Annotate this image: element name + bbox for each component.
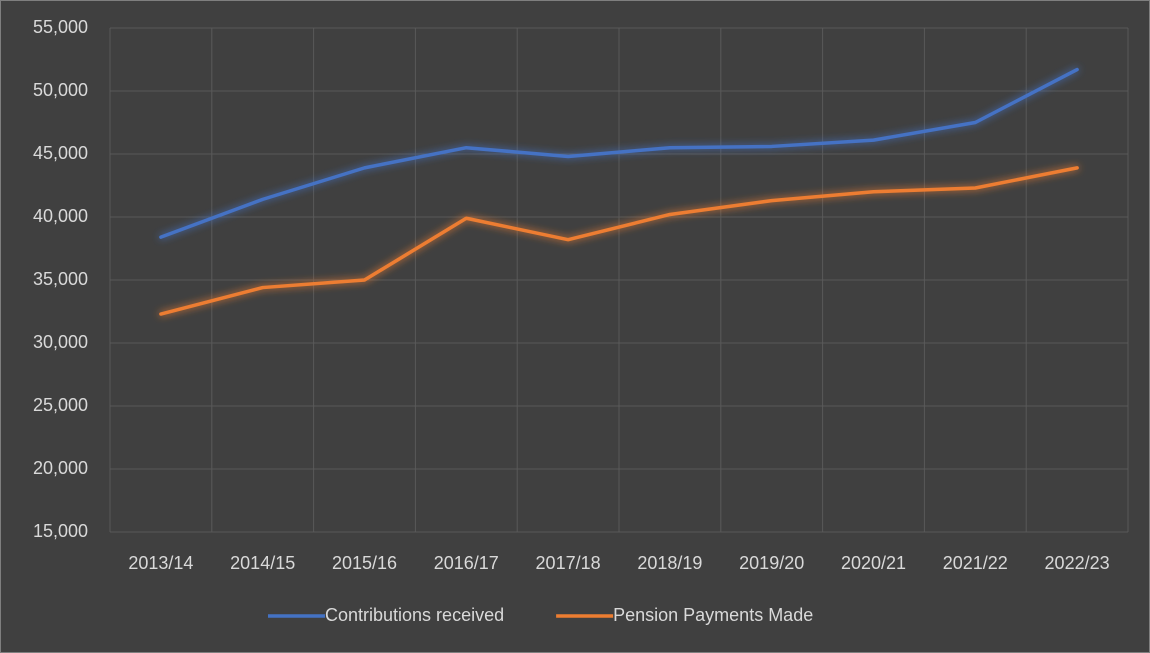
x-tick-label: 2016/17	[434, 553, 499, 573]
x-tick-label: 2014/15	[230, 553, 295, 573]
x-tick-label: 2018/19	[637, 553, 702, 573]
legend-label: Contributions received	[325, 605, 504, 625]
y-tick-label: 15,000	[33, 521, 88, 541]
x-tick-label: 2022/23	[1045, 553, 1110, 573]
legend-label: Pension Payments Made	[613, 605, 813, 625]
line-series	[159, 67, 1079, 239]
x-tick-label: 2017/18	[536, 553, 601, 573]
x-tick-label: 2015/16	[332, 553, 397, 573]
x-tick-label: 2021/22	[943, 553, 1008, 573]
x-tick-label: 2019/20	[739, 553, 804, 573]
x-tick-label: 2020/21	[841, 553, 906, 573]
y-tick-label: 45,000	[33, 143, 88, 163]
y-tick-label: 40,000	[33, 206, 88, 226]
y-tick-label: 50,000	[33, 80, 88, 100]
y-tick-label: 25,000	[33, 395, 88, 415]
line-series	[159, 166, 1079, 316]
y-tick-label: 55,000	[33, 17, 88, 37]
x-tick-label: 2013/14	[128, 553, 193, 573]
y-tick-label: 35,000	[33, 269, 88, 289]
y-tick-label: 20,000	[33, 458, 88, 478]
y-tick-label: 30,000	[33, 332, 88, 352]
